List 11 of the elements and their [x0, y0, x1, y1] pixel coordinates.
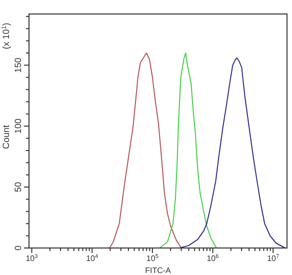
- x-tick-label: 10$^{7}$: [267, 254, 280, 263]
- y-axis-title: Count: [1, 124, 11, 150]
- x-tick-label: 10$^{3}$: [26, 254, 38, 263]
- x-tick-label: 10$^{5}$: [146, 254, 158, 263]
- y-tick-label: 150: [13, 58, 23, 73]
- y-tick-label: 0: [13, 245, 23, 251]
- x-tick-label: 10$^{4}$: [86, 254, 98, 263]
- x-axis-title: FITC-A: [145, 266, 172, 275]
- x-tick-label: 10$^{6}$: [206, 254, 219, 263]
- y-tick-label: 100: [13, 118, 23, 134]
- y-tick-label: 50: [13, 182, 23, 192]
